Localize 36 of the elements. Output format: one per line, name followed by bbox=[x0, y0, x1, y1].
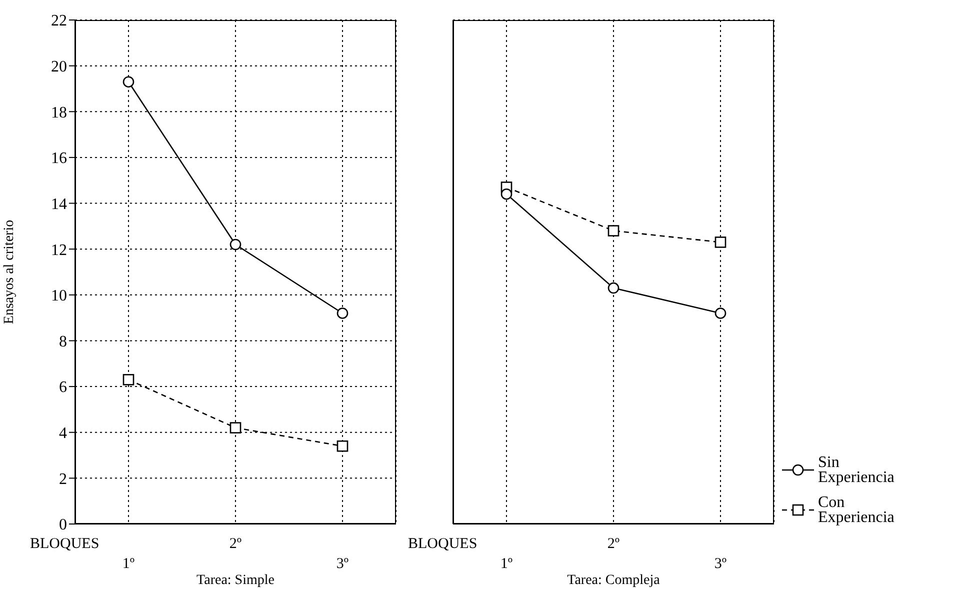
y-tick-label: 20 bbox=[51, 58, 67, 76]
point bbox=[122, 374, 134, 386]
x-tick-label: 2º bbox=[607, 536, 620, 552]
y-tick-label: 22 bbox=[51, 12, 67, 30]
point bbox=[230, 422, 242, 434]
y-axis-title: Ensayos al criterio bbox=[2, 220, 17, 324]
y-tick-label: 16 bbox=[51, 150, 67, 168]
y-tick-label: 0 bbox=[59, 516, 67, 534]
y-tick-label: 14 bbox=[51, 196, 67, 213]
point bbox=[714, 308, 726, 319]
x-axis-title: Tarea: Simple bbox=[196, 573, 274, 588]
point bbox=[122, 76, 134, 88]
point bbox=[336, 308, 348, 319]
legend-label: Sin Experiencia bbox=[818, 454, 896, 486]
y-tick-label: 10 bbox=[51, 288, 67, 305]
point bbox=[230, 238, 242, 250]
text: BLOQUES bbox=[30, 536, 100, 553]
y-tick-label: 2 bbox=[59, 470, 67, 488]
x-axis-title: Tarea: Compleja bbox=[567, 573, 661, 588]
y-tick-label: 6 bbox=[59, 379, 67, 396]
point bbox=[608, 225, 620, 236]
x-tick-label: 1º bbox=[122, 556, 135, 572]
y-tick-label: 4 bbox=[59, 425, 67, 442]
x-tick-label: 2º bbox=[229, 536, 242, 552]
point bbox=[336, 440, 348, 452]
point bbox=[608, 282, 620, 294]
x-tick-label: 1º bbox=[500, 556, 513, 572]
text: BLOQUES bbox=[408, 536, 478, 553]
y-tick-label: 18 bbox=[51, 104, 67, 122]
y-tick-label: 8 bbox=[59, 333, 67, 350]
point bbox=[500, 188, 512, 200]
x-tick-label: 3º bbox=[714, 556, 727, 572]
legend-label: Con Experiencia bbox=[818, 494, 896, 526]
point bbox=[714, 236, 726, 248]
y-tick-label: 12 bbox=[51, 242, 67, 259]
x-tick-label: 3º bbox=[336, 556, 349, 572]
